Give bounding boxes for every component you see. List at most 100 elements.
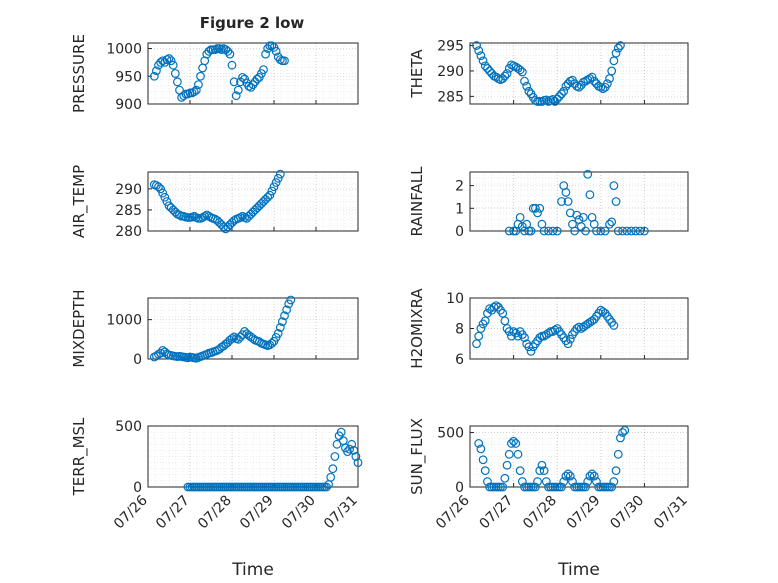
data-point [583, 477, 593, 486]
data-point [172, 77, 182, 87]
data-point [502, 69, 512, 78]
data-point [219, 222, 229, 232]
data-point [611, 48, 621, 58]
data-point [168, 60, 178, 70]
data-point [533, 477, 542, 486]
data-point [513, 449, 523, 459]
data-point [347, 439, 357, 449]
data-point [246, 82, 256, 92]
subplot-pressure: 900 950 1000 PRESSURE [70, 34, 359, 113]
data-point [476, 324, 486, 333]
data-point [158, 56, 168, 66]
x-tick-label: 07/28 [195, 493, 235, 533]
data-point [225, 49, 235, 59]
data-point [267, 338, 277, 348]
data-point [559, 86, 569, 96]
data-point [605, 74, 614, 83]
data-point [539, 226, 549, 236]
data-point [483, 477, 492, 486]
data-point [605, 219, 614, 229]
data-point [574, 82, 584, 92]
data-point [517, 67, 527, 77]
data-point [609, 321, 619, 330]
data-point [620, 425, 630, 435]
data-point [581, 482, 590, 492]
axes-box [469, 42, 689, 105]
data-point [557, 197, 566, 206]
data-point [280, 311, 289, 321]
y-tick-label: 6 [455, 352, 464, 368]
data-point [531, 482, 540, 492]
data-point [535, 203, 545, 213]
data-point [500, 316, 510, 326]
axes-box [469, 171, 689, 232]
data-point [522, 81, 532, 91]
data-point [541, 477, 551, 486]
data-point [585, 74, 595, 83]
data-point [539, 331, 549, 341]
y-tick-label: 950 [115, 69, 142, 85]
data-point [248, 80, 258, 89]
x-tick-label: 07/31 [321, 493, 361, 533]
data-point [330, 452, 340, 461]
data-point [196, 71, 205, 81]
data-point [480, 316, 490, 326]
data-point [559, 477, 569, 486]
data-point [204, 46, 214, 56]
data-point [345, 444, 355, 454]
data-point [175, 210, 184, 220]
data-point [478, 56, 488, 66]
data-point [504, 449, 514, 459]
data-point [618, 428, 627, 437]
data-point [267, 186, 277, 196]
data-point [491, 301, 501, 311]
data-point [474, 46, 484, 56]
y-axis-label: H2OMIXRA [408, 288, 426, 369]
data-point [574, 322, 584, 332]
data-point [511, 62, 521, 72]
data-point [585, 471, 595, 481]
y-axis-label: AIR_TEMP [70, 165, 89, 238]
x-tick-label: 07/31 [651, 493, 691, 533]
y-axis-label: THETA [408, 49, 426, 99]
data-point [282, 305, 292, 315]
data-point [613, 43, 623, 53]
subplot-mixdepth: 0 1000 MIXDEPTH [70, 289, 359, 368]
data-point [622, 226, 632, 236]
data-point [474, 439, 484, 448]
data-point [640, 226, 649, 236]
y-tick-label: 280 [115, 224, 142, 240]
data-point [507, 439, 516, 448]
subplot-terr_msl: 0 500 TERR_MSL 07/26 07/27 07/28 07/29 07/30 07/… [70, 417, 363, 580]
data-point [613, 226, 623, 236]
data-point [535, 466, 545, 476]
data-point [278, 317, 287, 327]
data-point [581, 226, 590, 236]
data-point [611, 466, 621, 476]
data-point [618, 226, 627, 236]
data-point [151, 66, 161, 76]
data-point [541, 95, 551, 105]
data-point [472, 41, 481, 50]
data-point [509, 327, 518, 336]
data-point [563, 197, 573, 206]
data-point [200, 211, 210, 221]
data-point [598, 84, 608, 94]
data-point [596, 226, 606, 236]
y-tick-label: 0 [455, 224, 464, 240]
data-point [609, 181, 619, 191]
data-point [552, 94, 562, 104]
data-point [229, 77, 239, 87]
data-point [223, 46, 233, 56]
data-point [156, 348, 166, 358]
data-point [164, 54, 174, 63]
data-point [583, 169, 593, 179]
data-point [504, 226, 514, 236]
data-point [550, 97, 560, 106]
data-point [563, 469, 573, 479]
data-point [349, 446, 359, 455]
x-tick-label: 07/30 [279, 493, 319, 533]
data-point [509, 436, 518, 446]
axes-box [147, 297, 359, 360]
data-point [537, 460, 547, 470]
